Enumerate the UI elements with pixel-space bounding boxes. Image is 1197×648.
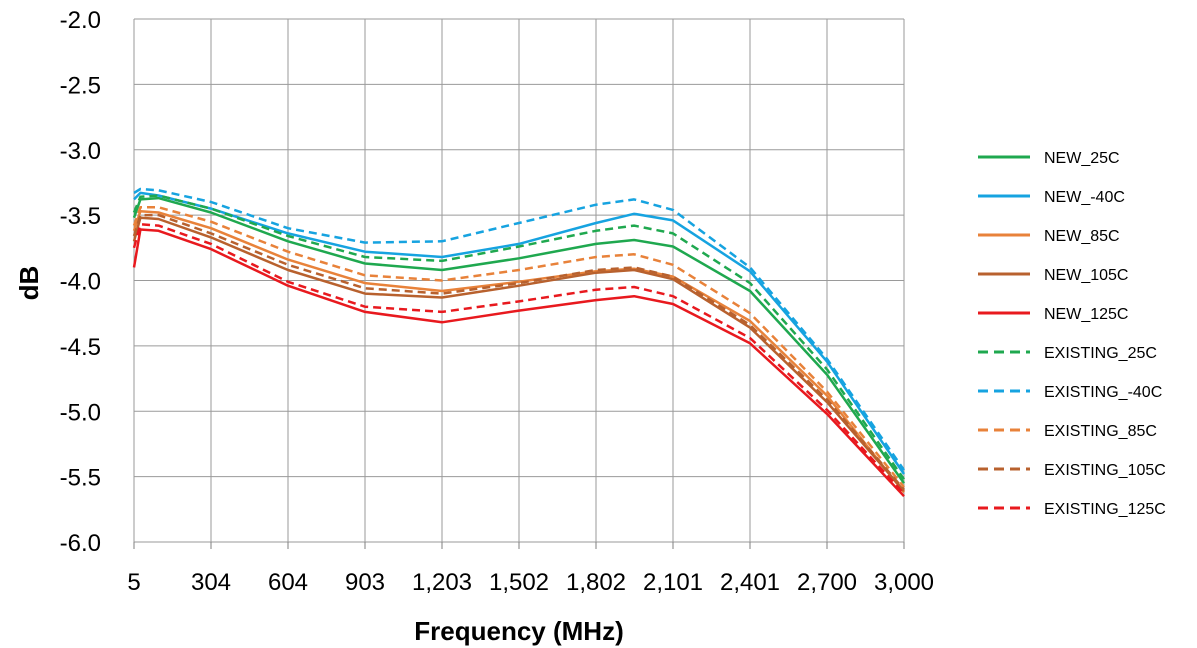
x-tick-label: 304	[191, 569, 231, 596]
x-tick-label: 1,203	[412, 569, 472, 596]
legend: NEW_25C NEW_-40C NEW_85C NEW_105C NEW_125C EX…	[978, 150, 1166, 518]
grid	[133, 18, 905, 549]
legend-label: NEW_-40C	[1044, 189, 1125, 206]
y-tick-label: -4.5	[60, 334, 101, 361]
series-line-existing-40c	[133, 187, 906, 471]
series-line-new-125c	[132, 228, 905, 498]
x-tick-label: 903	[345, 569, 385, 596]
legend-label: NEW_125C	[1044, 306, 1128, 323]
legend-label: NEW_25C	[1044, 150, 1120, 167]
y-axis-ticks: -2.0 -2.5 -3.0 -3.5 -4.0 -4.5 -5.0 -5.5 -6.0	[60, 7, 101, 557]
y-tick-label: -5.5	[60, 465, 101, 492]
legend-label: EXISTING_25C	[1044, 345, 1157, 362]
y-tick-label: -4.0	[60, 269, 101, 296]
series-line-existing-125c	[132, 223, 905, 495]
y-tick-label: -2.0	[60, 7, 101, 34]
x-tick-label: 3,000	[874, 569, 934, 596]
x-axis-ticks: 5 304 604 903 1,203 1,502 1,802 2,101 2,401 2,700…	[127, 569, 934, 596]
y-tick-label: -6.0	[60, 530, 101, 557]
series-line-new-105c	[132, 216, 905, 492]
x-tick-label: 2,700	[797, 569, 857, 596]
legend-label: NEW_105C	[1044, 267, 1128, 284]
series-line-new-85c	[132, 209, 905, 494]
y-tick-label: -2.5	[60, 72, 101, 99]
x-tick-label: 1,502	[489, 569, 549, 596]
x-tick-label: 2,401	[720, 569, 780, 596]
x-tick-label: 604	[268, 569, 308, 596]
y-tick-label: -3.5	[60, 203, 101, 230]
x-axis-title: Frequency (MHz)	[414, 616, 623, 646]
x-tick-label: 1,802	[566, 569, 626, 596]
series-line-existing-25c	[132, 194, 906, 480]
legend-label: EXISTING_105C	[1044, 462, 1166, 479]
x-tick-label: 5	[127, 569, 140, 596]
y-tick-label: -3.0	[60, 138, 101, 165]
series-lines	[132, 187, 906, 498]
y-axis-title: dB	[14, 266, 44, 301]
legend-label: EXISTING_-40C	[1044, 384, 1162, 401]
legend-label: EXISTING_85C	[1044, 423, 1157, 440]
y-tick-label: -5.0	[60, 399, 101, 426]
x-tick-label: 2,101	[643, 569, 703, 596]
legend-label: EXISTING_125C	[1044, 501, 1166, 518]
series-line-new-25c	[132, 196, 906, 484]
series-line-existing-85c	[132, 206, 905, 488]
legend-label: NEW_85C	[1044, 228, 1120, 245]
